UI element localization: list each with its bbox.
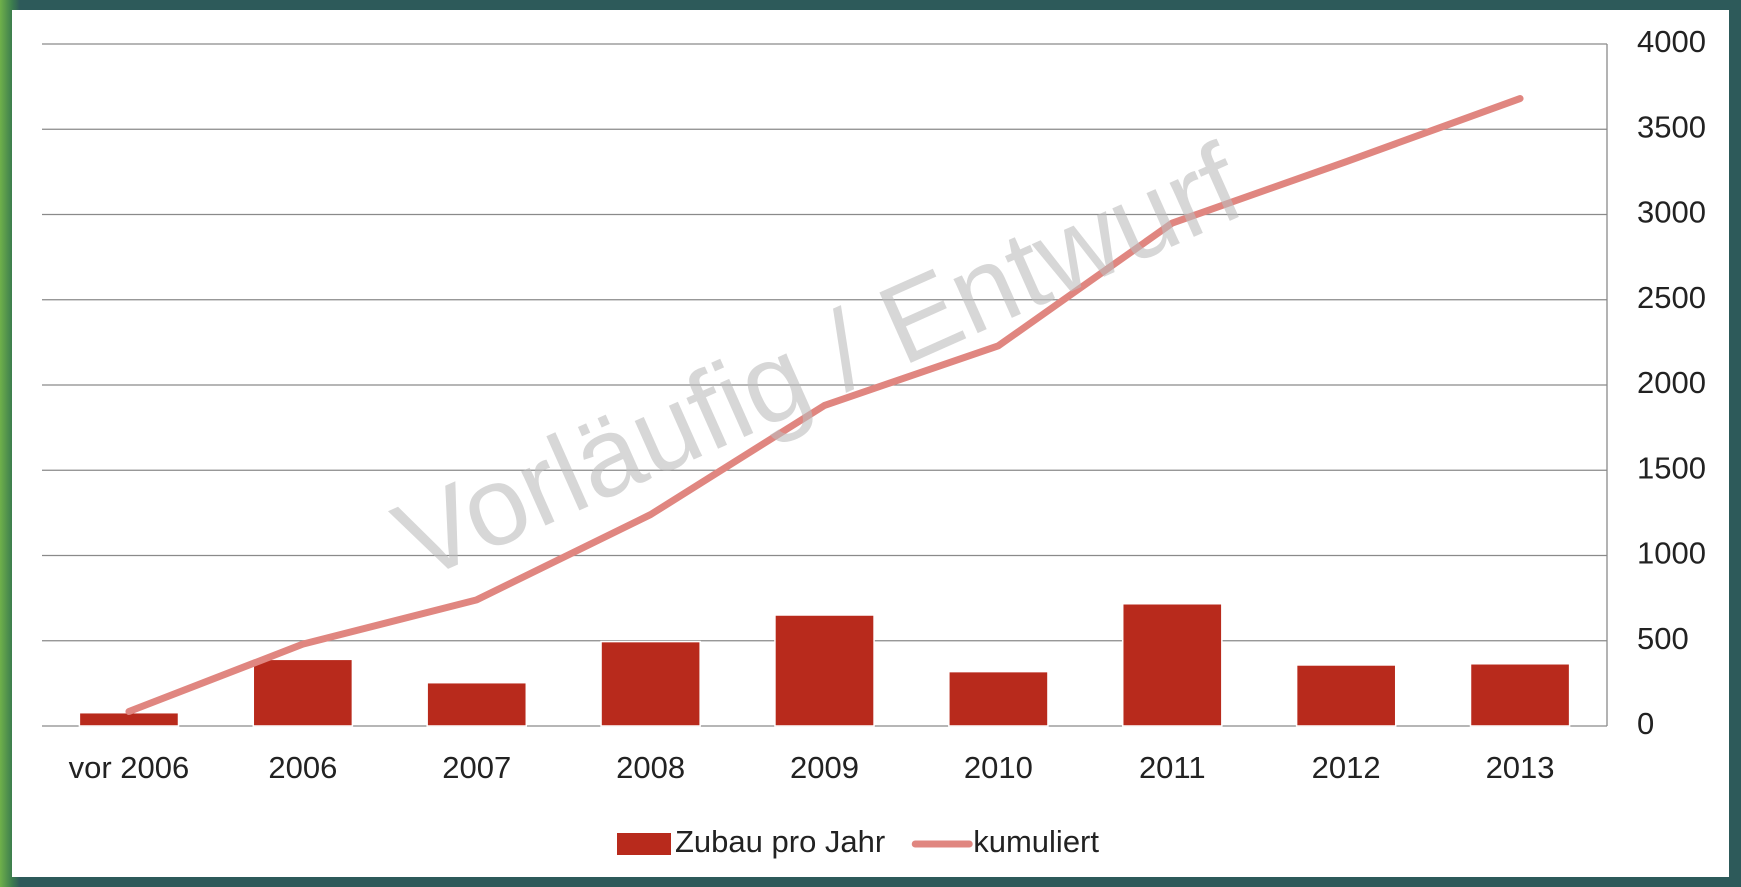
x-tick-label: vor 2006 <box>69 750 190 785</box>
y-tick-label: 0 <box>1637 706 1654 741</box>
y-tick-label: 1000 <box>1637 536 1706 571</box>
x-tick-label: 2013 <box>1486 750 1555 785</box>
y-tick-label: 1500 <box>1637 450 1706 485</box>
legend-label: kumuliert <box>973 824 1099 859</box>
bar <box>1295 664 1397 727</box>
y-tick-label: 2000 <box>1637 365 1706 400</box>
bar <box>774 614 875 727</box>
bar <box>1469 663 1571 727</box>
x-tick-label: 2011 <box>1139 750 1206 785</box>
y-tick-label: 2500 <box>1637 280 1706 315</box>
y-tick-label: 3500 <box>1637 109 1706 144</box>
bar <box>600 640 701 727</box>
watermark: Vorläufig / Entwurf <box>378 120 1260 604</box>
bar <box>948 670 1049 727</box>
chart: 0 500 1000 1500 2000 2500 3000 3500 4000 vor 2006… <box>12 10 1729 877</box>
x-tick-label: 2009 <box>790 750 859 785</box>
bar <box>426 681 528 727</box>
x-tick-label: 2010 <box>964 750 1033 785</box>
x-tick-label: 2007 <box>442 750 511 785</box>
legend-label: Zubau pro Jahr <box>675 824 885 859</box>
line <box>125 95 1524 716</box>
x-tick-label: 2008 <box>616 750 685 785</box>
x-tick-label: 2012 <box>1312 750 1381 785</box>
x-tick-label: 2006 <box>268 750 337 785</box>
y-tick-label: 3000 <box>1637 195 1706 230</box>
y-tick-label: 4000 <box>1637 24 1706 59</box>
legend-swatch <box>617 833 671 855</box>
bar <box>252 658 354 727</box>
y-tick-label: 500 <box>1637 621 1689 656</box>
bar <box>1121 603 1223 727</box>
